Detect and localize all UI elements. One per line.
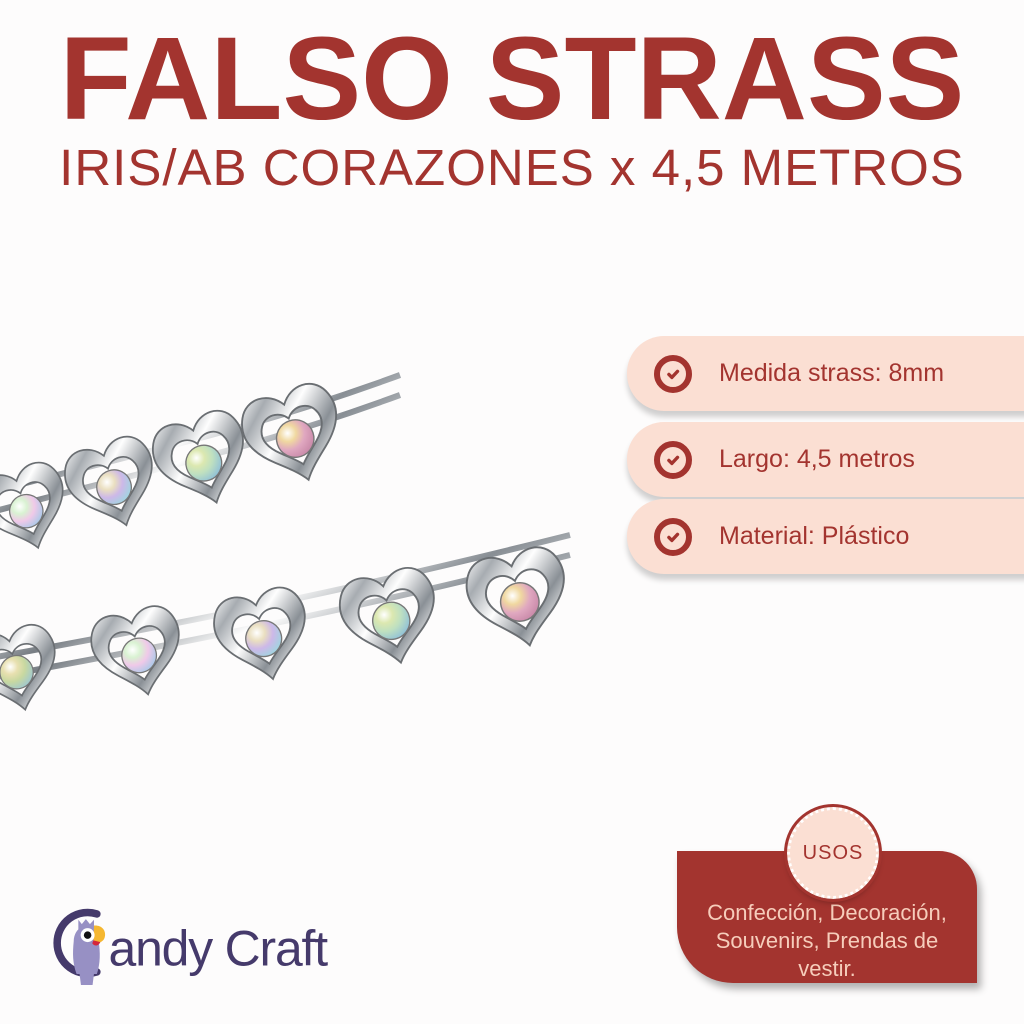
svg-text:andy Craft: andy Craft — [109, 920, 329, 976]
